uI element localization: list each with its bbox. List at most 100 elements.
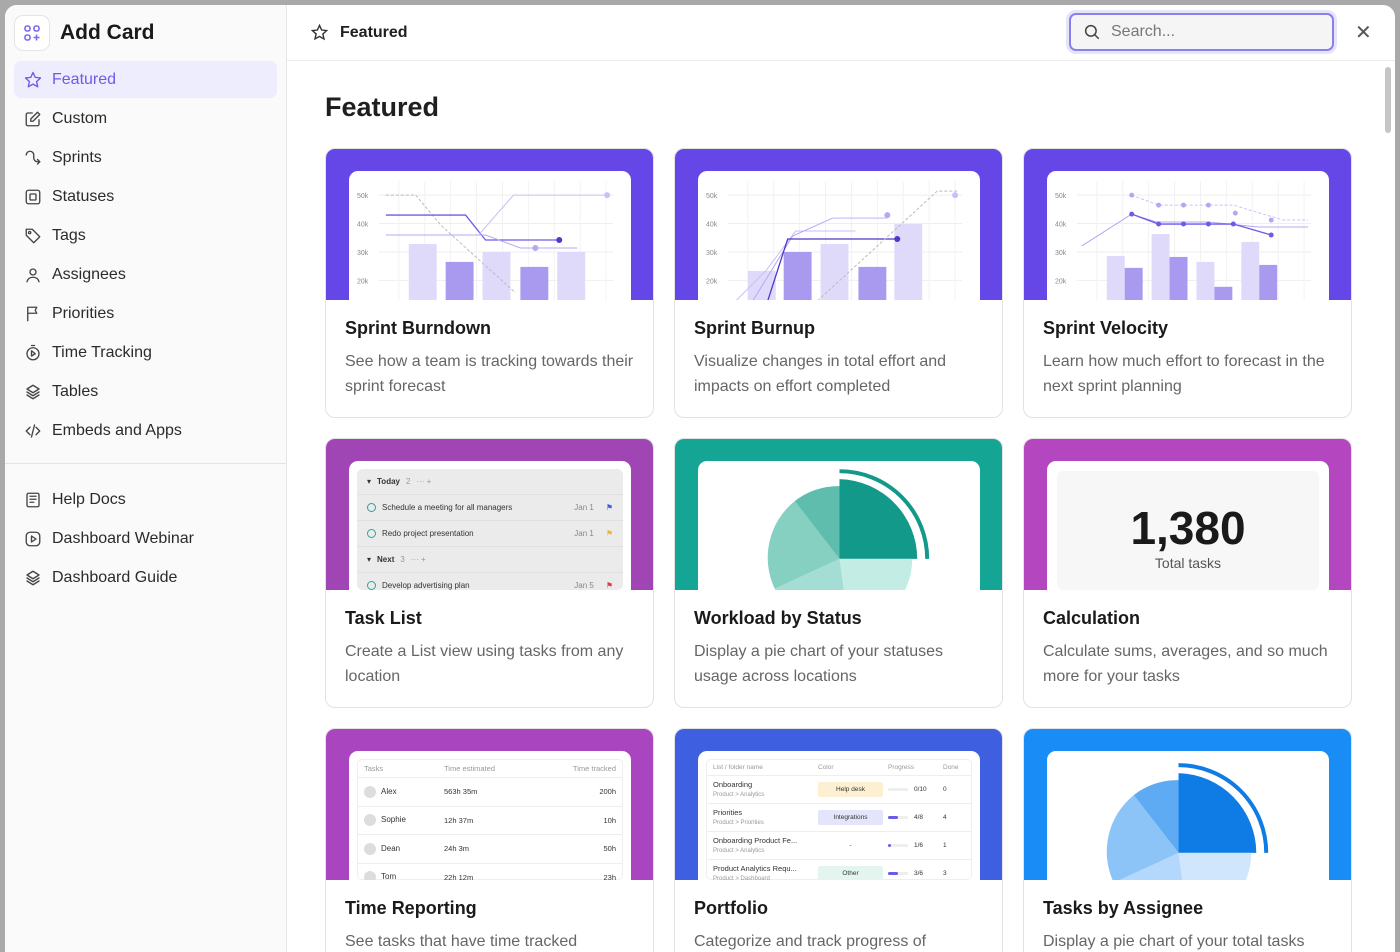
sidebar-item-label: Dashboard Guide (52, 568, 178, 586)
axis-tick-label: 40k (1055, 222, 1067, 229)
sidebar-item-time-tracking[interactable]: Time Tracking (14, 334, 277, 371)
sidebar-item-statuses[interactable]: Statuses (14, 178, 277, 215)
sidebar-item-dashboard-webinar[interactable]: Dashboard Webinar (14, 520, 277, 557)
task-row: Schedule a meeting for all managers Jan 1… (357, 495, 623, 521)
card-tasks-by-assignee[interactable]: Tasks by Assignee Display a pie chart of … (1023, 728, 1352, 952)
portfolio-row: Onboarding Product Fe... Product > Analyt… (707, 832, 971, 860)
time-row: Alex 563h 35m 200h (358, 778, 622, 807)
card-calculation[interactable]: 1,380 Total tasks Calculation Calculate sum… (1023, 438, 1352, 708)
axis-tick-label: 30k (706, 250, 718, 257)
avatar (364, 785, 376, 798)
chart-bar (1241, 241, 1260, 300)
sidebar-item-sprints[interactable]: Sprints (14, 139, 277, 176)
chart-bar (557, 251, 586, 300)
card-description: Calculate sums, averages, and so much mo… (1043, 643, 1328, 685)
axis-tick-label: 20k (357, 278, 369, 285)
card-sprint-burnup[interactable]: 50k 40k 30k 20k Sprint Burnup Visualize chang… (674, 148, 1003, 418)
card-title: Sprint Burnup (694, 318, 815, 338)
axis-tick-label: 30k (357, 250, 369, 257)
card-title: Calculation (1043, 608, 1141, 628)
chart-bar (482, 251, 511, 300)
card-sprint-velocity[interactable]: 50k 40k 30k 20k Sprint Velocity Learn how muc… (1023, 148, 1352, 418)
chart-bar (1106, 255, 1125, 300)
calculation-label: Total tasks (1154, 555, 1222, 571)
app-title: Add Card (60, 21, 155, 44)
card-task-list[interactable]: ▾ Today 2 ··· + Schedule a meeting for all … (325, 438, 654, 708)
flag-icon: ⚑ (605, 581, 613, 590)
sidebar-item-tables[interactable]: Tables (14, 373, 277, 410)
sidebar-item-assignees[interactable]: Assignees (14, 256, 277, 293)
sidebar-item-label: Custom (52, 109, 108, 127)
header-title: Featured (340, 23, 408, 41)
add-card-logo-icon (14, 15, 50, 51)
avatar (364, 842, 376, 855)
layers-icon (26, 384, 40, 399)
chart-bar (1151, 234, 1170, 300)
flag-icon: ⚑ (605, 529, 613, 538)
portfolio-row: Product Analytics Requ... Product > Dashb… (707, 860, 971, 880)
card-description: Learn how much effort to forecast in the… (1043, 353, 1325, 395)
sidebar-item-dashboard-guide[interactable]: Dashboard Guide (14, 559, 277, 596)
calculation-value: 1,380 (1130, 502, 1246, 554)
sidebar-item-help-docs[interactable]: Help Docs (14, 481, 277, 518)
portfolio-row: Priorities Product > Priorities Integratio… (707, 804, 971, 832)
chart-bar (1124, 267, 1143, 300)
avatar (364, 871, 376, 880)
task-group-header: ▾ Today 2 ··· + (357, 469, 623, 495)
chart-bar (1259, 264, 1278, 300)
status-icon (25, 189, 41, 204)
card-sprint-burndown[interactable]: 50k 40k 30k 20k Sprint Burndown See how a tea… (325, 148, 654, 418)
axis-tick-label: 50k (1055, 193, 1067, 200)
add-card-modal: Add Card Featured Custom Sprints Statuses Ta… (5, 5, 1395, 952)
chart-bar (445, 261, 474, 300)
card-description: Categorize and track progress of (694, 933, 927, 950)
sidebar-item-label: Sprints (52, 148, 102, 166)
scrollbar[interactable] (1385, 67, 1391, 133)
card-portfolio[interactable]: List / folder name Color Progress Done Onboa… (674, 728, 1003, 952)
card-title: Sprint Velocity (1043, 318, 1169, 338)
chart-bar (408, 243, 437, 300)
time-row: Tom 22h 12m 23h (358, 864, 622, 880)
card-time-reporting[interactable]: Tasks Time estimated Time tracked Alex 563h … (325, 728, 654, 952)
card-preview: 50k 40k 30k 20k (1024, 149, 1351, 300)
chart-bar (783, 251, 812, 300)
sidebar-item-embeds-and-apps[interactable]: Embeds and Apps (14, 412, 277, 449)
star-icon (24, 71, 42, 87)
sidebar-item-tags[interactable]: Tags (14, 217, 277, 254)
sidebar-item-label: Tags (52, 226, 86, 244)
search-icon (1084, 24, 1100, 40)
sidebar-item-label: Tables (52, 382, 99, 400)
sidebar-item-priorities[interactable]: Priorities (14, 295, 277, 332)
sidebar: Add Card Featured Custom Sprints Statuses Ta… (5, 5, 287, 952)
card-preview: 50k 40k 30k 20k (675, 149, 1002, 300)
search-input[interactable] (1111, 23, 1311, 41)
axis-tick-label: 50k (706, 193, 718, 200)
header: Featured (287, 5, 1395, 61)
close-icon[interactable]: ✕ (1355, 22, 1372, 44)
search-box[interactable] (1069, 13, 1334, 51)
book-icon (26, 492, 40, 507)
chart-bar (1169, 256, 1188, 300)
axis-tick-label: 50k (357, 193, 369, 200)
card-description: See how a team is tracking towards their… (345, 353, 634, 395)
card-title: Workload by Status (694, 608, 862, 628)
chart-bar (1214, 286, 1233, 300)
card-workload-by-status[interactable]: Workload by Status Display a pie chart of… (674, 438, 1003, 708)
sidebar-item-label: Featured (52, 70, 117, 88)
axis-tick-label: 40k (706, 222, 718, 229)
edit-icon (25, 111, 41, 126)
sidebar-item-label: Embeds and Apps (52, 421, 182, 439)
axis-tick-label: 30k (1055, 250, 1067, 257)
card-description: Display a pie chart of your total tasks (1043, 933, 1305, 950)
sidebar-divider (5, 463, 286, 464)
card-title: Portfolio (694, 898, 768, 918)
sidebar-item-featured[interactable]: Featured (14, 61, 277, 98)
card-preview: 50k 40k 30k 20k (326, 149, 653, 300)
avatar (364, 814, 376, 827)
sidebar-item-custom[interactable]: Custom (14, 100, 277, 137)
card-description: Display a pie chart of your statuses usa… (694, 643, 944, 685)
sidebar-item-label: Time Tracking (52, 343, 152, 361)
chart-bar (820, 243, 849, 300)
axis-tick-label: 40k (357, 222, 369, 229)
task-row: Redo project presentation Jan 1 ⚑ (357, 521, 623, 547)
